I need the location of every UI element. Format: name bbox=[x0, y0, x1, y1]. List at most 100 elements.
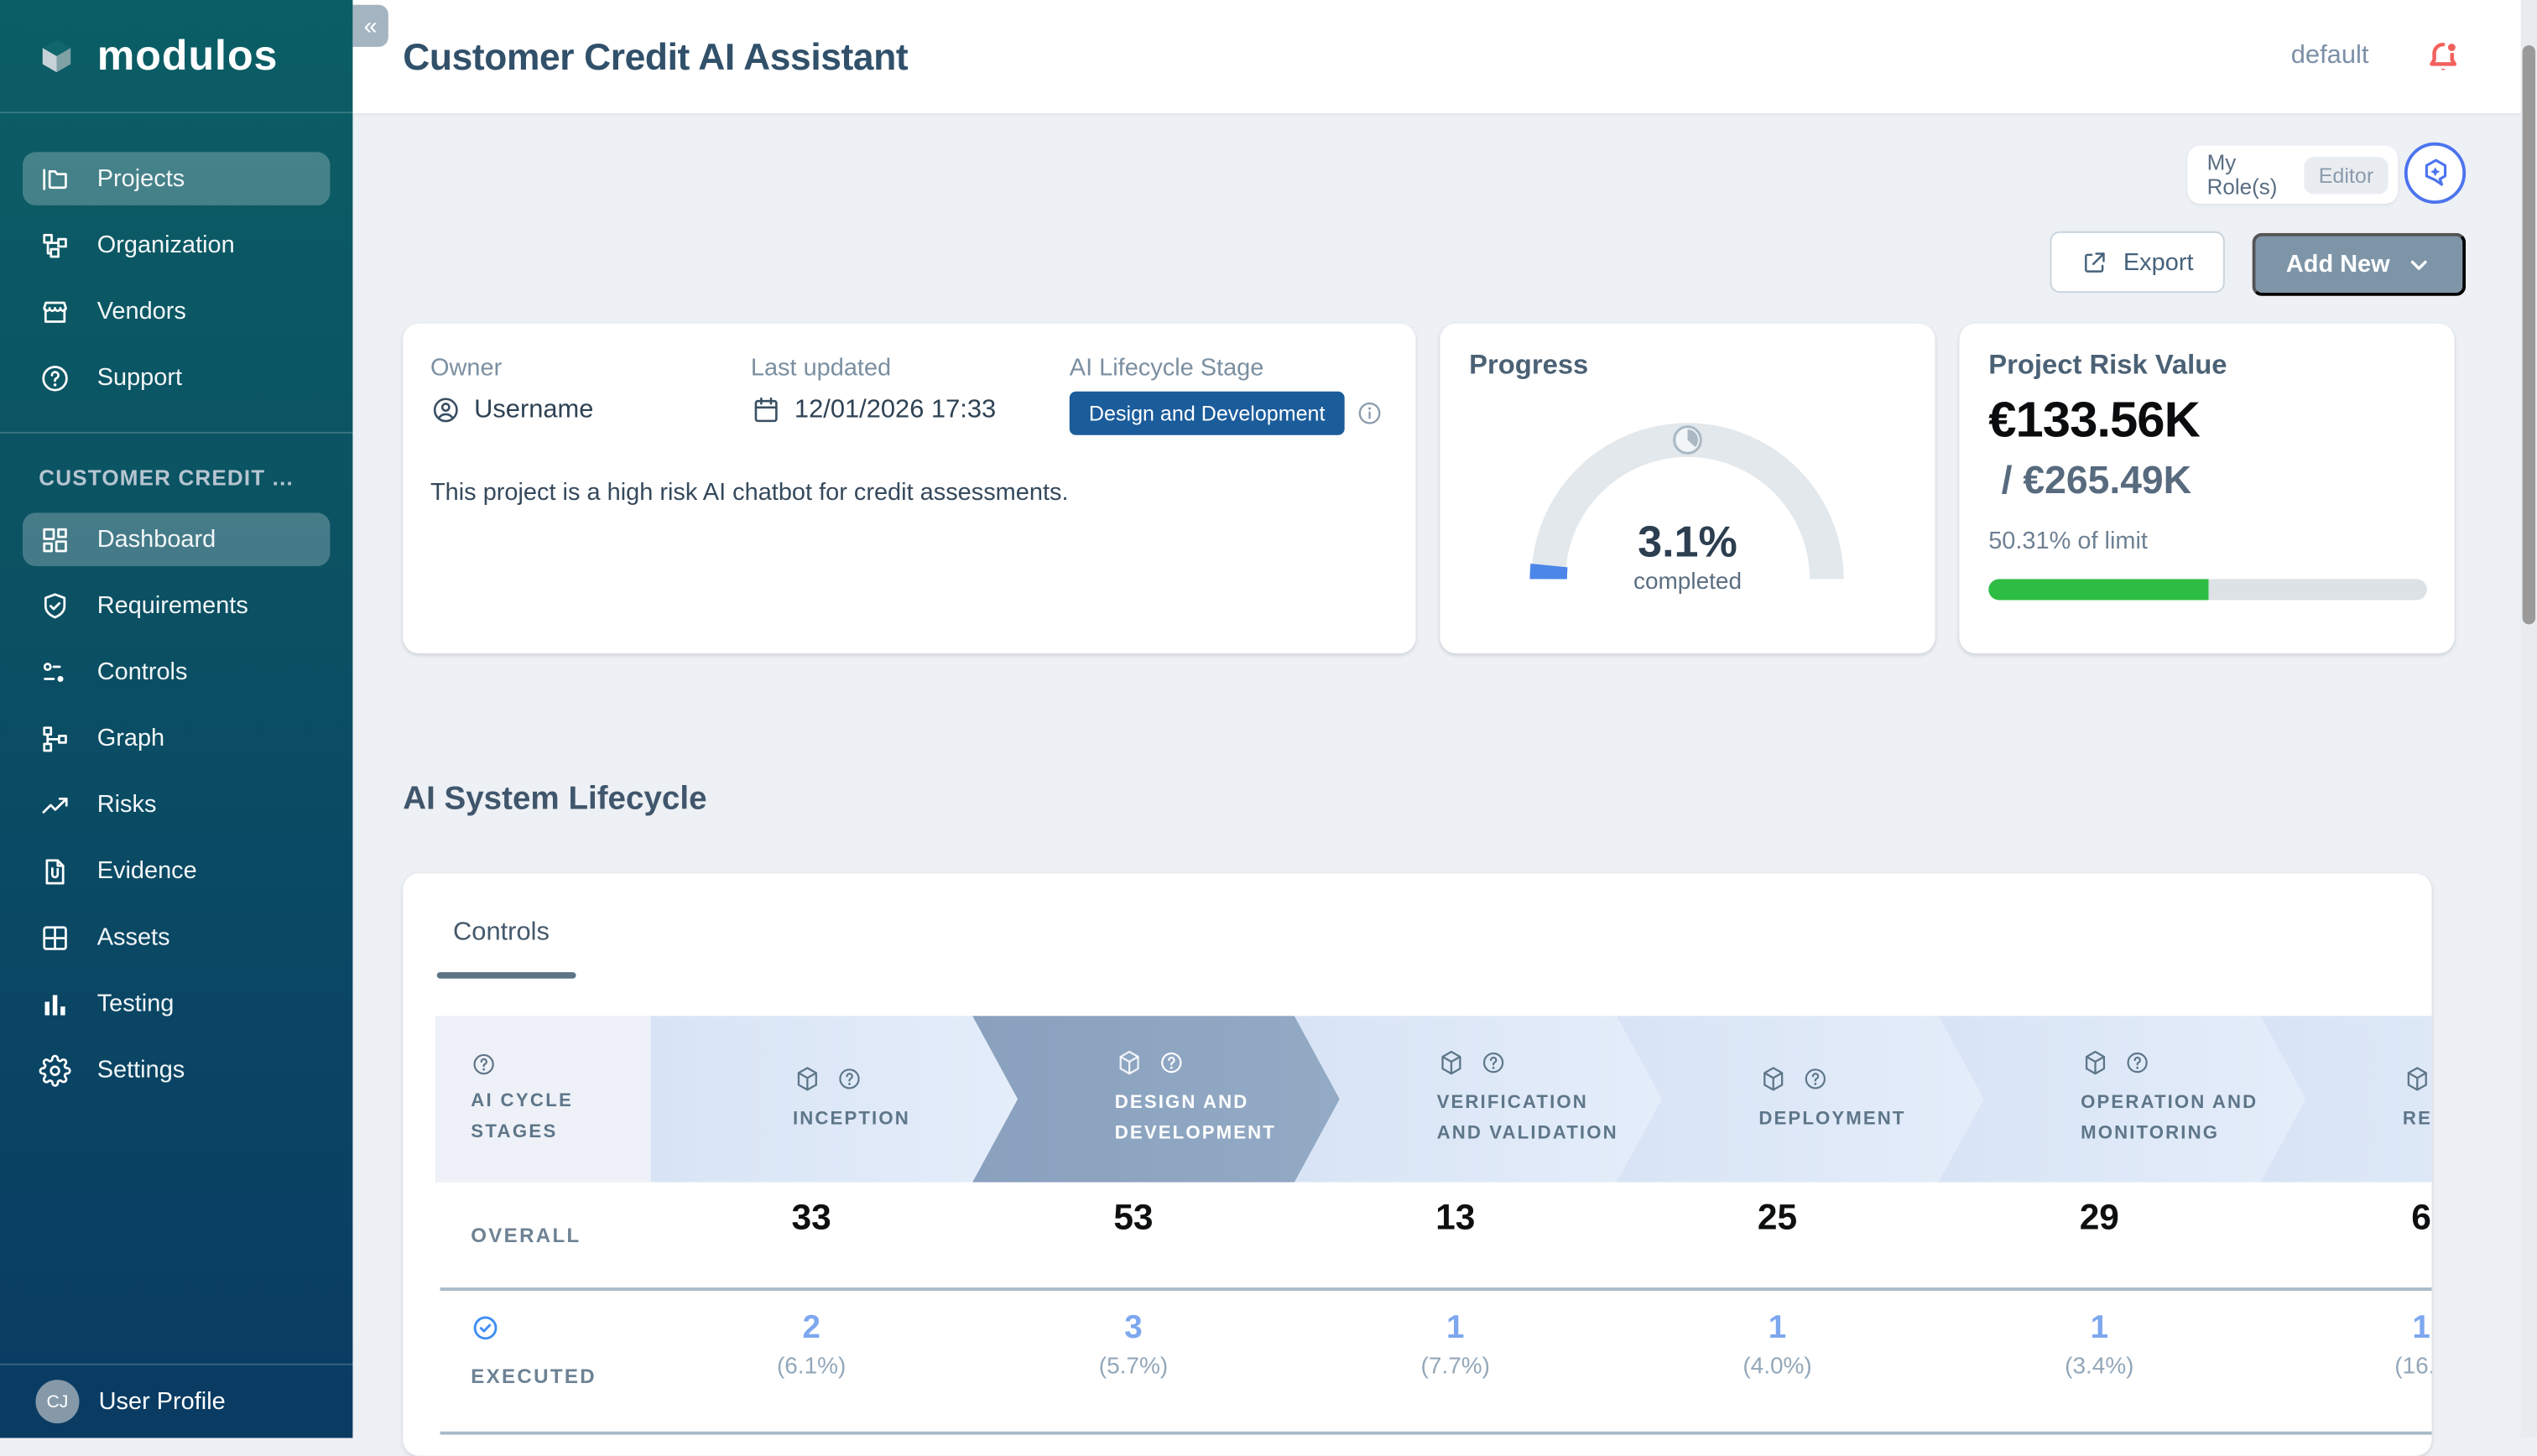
folders-icon bbox=[39, 163, 71, 195]
sidebar-main-nav: Projects Organization Vendors Support CU… bbox=[0, 113, 353, 1097]
sidebar-item-organization[interactable]: Organization bbox=[23, 218, 330, 272]
question-circle-icon bbox=[1481, 1050, 1507, 1076]
trend-up-icon bbox=[39, 788, 71, 821]
tab-controls[interactable]: Controls bbox=[452, 918, 550, 947]
workspace-label[interactable]: default bbox=[2290, 42, 2369, 70]
overall-value: 6 bbox=[2411, 1197, 2431, 1238]
lifecycle-section-title: AI System Lifecycle bbox=[403, 780, 707, 817]
sidebar-item-testing[interactable]: Testing bbox=[23, 977, 330, 1031]
user-profile-button[interactable]: CJ User Profile bbox=[0, 1363, 353, 1438]
risk-progress-fill bbox=[1988, 579, 2210, 601]
overall-value: 25 bbox=[1757, 1197, 1798, 1238]
overall-value: 53 bbox=[1113, 1197, 1154, 1238]
sidebar-item-risks[interactable]: Risks bbox=[23, 778, 330, 832]
executed-percent: (3.4%) bbox=[2065, 1354, 2134, 1381]
risk-progress-bar bbox=[1988, 579, 2427, 601]
progress-title: Progress bbox=[1469, 349, 1589, 381]
sliders-icon bbox=[39, 656, 71, 689]
lifecycle-card: Controls AI CYCLE STAGES INCEPTION DESIG… bbox=[403, 873, 2432, 1456]
calendar-icon bbox=[751, 395, 782, 426]
cube-icon bbox=[2403, 1063, 2432, 1093]
question-circle-icon bbox=[1159, 1050, 1185, 1076]
scrollbar[interactable] bbox=[2520, 0, 2537, 1438]
stage-verification-and-validation[interactable]: VERIFICATION AND VALIDATION bbox=[1294, 1016, 1662, 1183]
sidebar-divider bbox=[0, 431, 353, 434]
sidebar-collapse-button[interactable]: « bbox=[352, 4, 388, 47]
lifecycle-axis-label: AI CYCLE STAGES bbox=[435, 1016, 651, 1183]
gear-icon bbox=[39, 1053, 71, 1086]
sidebar-item-label: Projects bbox=[96, 164, 185, 193]
overall-value: 13 bbox=[1435, 1197, 1476, 1238]
header: Customer Credit AI Assistant default bbox=[352, 0, 2537, 113]
sidebar-item-projects[interactable]: Projects bbox=[22, 152, 331, 205]
ai-assistant-button[interactable] bbox=[2404, 142, 2467, 204]
sidebar-item-label: Support bbox=[96, 363, 183, 392]
add-new-button[interactable]: Add New bbox=[2252, 232, 2467, 296]
sidebar-item-settings[interactable]: Settings bbox=[23, 1043, 330, 1097]
stage-design-and-development[interactable]: DESIGN AND DEVELOPMENT bbox=[972, 1016, 1340, 1183]
lifecycle-stage-badge: Design and Development bbox=[1069, 391, 1345, 435]
owner-label: Owner bbox=[430, 354, 503, 382]
sidebar-item-evidence[interactable]: Evidence bbox=[23, 845, 330, 898]
sidebar-item-label: Settings bbox=[96, 1056, 185, 1084]
executed-value: 2 bbox=[802, 1310, 820, 1346]
sidebar-item-graph[interactable]: Graph bbox=[23, 712, 330, 766]
avatar: CJ bbox=[35, 1380, 80, 1424]
executed-value: 1 bbox=[2090, 1310, 2109, 1346]
risk-caption: 50.31% of limit bbox=[1988, 527, 2148, 555]
sidebar-item-label: Vendors bbox=[96, 297, 186, 325]
last-updated-label: Last updated bbox=[750, 354, 892, 382]
sidebar-item-label: Risks bbox=[96, 791, 157, 819]
executed-value: 1 bbox=[1446, 1310, 1465, 1346]
progress-caption: completed bbox=[1633, 569, 1743, 595]
executed-value: 1 bbox=[1768, 1310, 1787, 1346]
stage-deployment[interactable]: DEPLOYMENT bbox=[1616, 1016, 1984, 1183]
risk-title: Project Risk Value bbox=[1988, 349, 2227, 381]
sidebar-item-controls[interactable]: Controls bbox=[23, 645, 330, 699]
export-button[interactable]: Export bbox=[2050, 231, 2225, 294]
sidebar-item-label: Requirements bbox=[96, 591, 248, 620]
info-icon[interactable] bbox=[1356, 399, 1383, 427]
overall-row-label: OVERALL bbox=[471, 1224, 581, 1247]
external-link-icon bbox=[2081, 248, 2109, 276]
my-roles-label: My Role(s) bbox=[2206, 150, 2278, 200]
my-roles-pill: My Role(s) Editor bbox=[2187, 145, 2399, 204]
lifecycle-stage-label: AI Lifecycle Stage bbox=[1069, 354, 1264, 382]
project-description: This project is a high risk AI chatbot f… bbox=[430, 478, 1069, 507]
sidebar-item-vendors[interactable]: Vendors bbox=[23, 284, 330, 338]
modulos-logo-icon bbox=[42, 39, 71, 72]
cube-icon bbox=[1437, 1048, 1466, 1078]
sidebar-section-title: CUSTOMER CREDIT ... bbox=[39, 465, 294, 491]
executed-percent: (6.1%) bbox=[776, 1354, 847, 1381]
brand[interactable]: modulos bbox=[0, 0, 353, 113]
sidebar-item-assets[interactable]: Assets bbox=[23, 911, 330, 965]
overall-value: 29 bbox=[2079, 1197, 2119, 1238]
progress-gauge bbox=[1529, 423, 1844, 580]
page-title: Customer Credit AI Assistant bbox=[403, 35, 909, 78]
sidebar-item-support[interactable]: Support bbox=[23, 351, 330, 404]
executed-value: 3 bbox=[1124, 1310, 1143, 1346]
sidebar-item-dashboard[interactable]: Dashboard bbox=[22, 512, 331, 566]
scrollbar-thumb[interactable] bbox=[2522, 44, 2536, 625]
question-circle-icon bbox=[836, 1065, 862, 1091]
row-divider bbox=[440, 1431, 2432, 1435]
document-attachment-icon bbox=[39, 855, 71, 887]
owner-value: Username bbox=[430, 395, 593, 426]
project-info-card: Owner Username Last updated 12/01/2026 1… bbox=[403, 323, 1416, 654]
sidebar-item-label: Graph bbox=[96, 724, 165, 752]
user-profile-label: User Profile bbox=[98, 1387, 226, 1416]
progress-percent: 3.1% bbox=[1638, 517, 1737, 566]
stage-inception[interactable]: INCEPTION bbox=[650, 1016, 1018, 1183]
user-circle-icon bbox=[430, 395, 461, 426]
org-chart-icon bbox=[39, 229, 71, 262]
executed-row-label: EXECUTED bbox=[471, 1365, 597, 1388]
role-chip: Editor bbox=[2304, 156, 2389, 194]
sidebar-item-label: Controls bbox=[96, 658, 188, 686]
stage-operation-and-monitoring[interactable]: OPERATION AND MONITORING bbox=[1938, 1016, 2306, 1183]
tab-active-indicator bbox=[436, 972, 576, 979]
notification-bell-icon[interactable] bbox=[2424, 37, 2462, 75]
executed-percent: (5.7%) bbox=[1098, 1354, 1169, 1381]
sidebar-item-label: Evidence bbox=[96, 857, 197, 885]
sidebar-item-requirements[interactable]: Requirements bbox=[23, 579, 330, 632]
